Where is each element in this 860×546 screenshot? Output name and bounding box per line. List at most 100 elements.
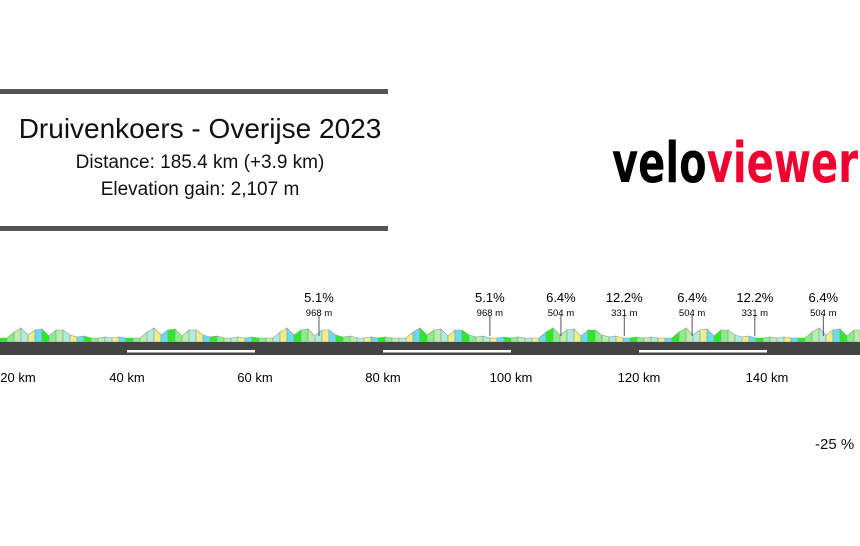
profile-segment [573,328,582,343]
profile-segment [370,336,379,343]
profile-segment [244,336,253,343]
profile-segment [517,336,526,343]
climb-length-label: 504 m [548,308,574,319]
climb-length-label: 331 m [611,308,637,319]
header-top-rule [0,89,388,94]
profile-segment [349,335,358,343]
profile-segment [713,329,722,343]
profile-segment [293,329,302,343]
profile-segment [776,336,785,343]
profile-segment [846,329,855,343]
profile-segment [531,337,540,343]
profile-segment [27,329,36,343]
profile-segment [706,328,715,343]
profile-segment [251,336,260,343]
x-tick-label: 100 km [490,370,533,385]
profile-segment [342,335,351,343]
profile-segment [181,329,190,343]
profile-segment [643,336,652,343]
profile-segment [734,334,743,343]
profile-segment [398,337,407,343]
profile-segment [482,335,491,343]
profile-segment [20,327,29,343]
profile-segment [307,328,316,343]
climb-gradient-label: 12.2% [736,290,773,305]
profile-segment [356,337,365,343]
profile-segment [174,328,183,343]
profile-segment [6,331,15,343]
profile-segment [300,328,309,343]
profile-segment [146,327,155,343]
loop-marker [639,350,767,353]
loop-marker [127,350,255,353]
profile-segment [216,335,225,343]
profile-segment [188,329,197,343]
profile-segment [125,337,134,343]
profile-segment [377,336,386,343]
profile-segment [825,329,834,343]
profile-segment [839,328,848,343]
profile-segment [566,328,575,343]
profile-segment [769,336,778,343]
profile-segment [510,336,519,343]
profile-segment [62,329,71,343]
profile-segment [615,335,624,343]
profile-segment [580,329,589,343]
logo-velo: velo [612,131,707,196]
climb-length-label: 504 m [810,308,836,319]
profile-segment [496,336,505,343]
x-tick-label: 40 km [109,370,144,385]
profile-segment [55,329,64,343]
profile-segment [797,337,806,343]
profile-segment [202,334,211,343]
profile-segment [629,336,638,343]
profile-segment [328,329,337,343]
profile-segment [671,331,680,343]
profile-segment [433,328,442,343]
profile-segment [727,329,736,343]
profile-segment [818,327,827,343]
profile-segment [762,336,771,343]
climb-gradient-label: 5.1% [304,290,334,305]
distance-text: Distance: 185.4 km (+3.9 km) [75,152,325,173]
profile-segment [426,329,435,343]
veloviewer-logo: veloviewer [612,131,858,196]
profile-segment [720,329,729,343]
profile-segment [41,328,50,343]
profile-segment [0,337,8,343]
profile-segment [447,329,456,343]
profile-segment [412,327,421,343]
profile-segment [34,328,43,343]
profile-segment [587,329,596,343]
profile-segment [853,329,860,343]
profile-segment [657,337,666,343]
profile-segment [83,335,92,343]
profile-segment [678,327,687,343]
profile-segment [76,335,85,343]
profile-segment [13,327,22,343]
profile-segment [503,336,512,343]
profile-segment [461,329,470,343]
loop-marker [383,350,511,353]
elevation-gain-text: Elevation gain: 2,107 m [100,179,300,200]
profile-segment [258,337,267,343]
profile-segment [440,328,449,343]
profile-segment [160,329,169,343]
profile-segment [601,334,610,343]
profile-segment [524,337,533,343]
profile-segment [552,327,561,343]
profile-segment [608,335,617,343]
profile-segment [741,335,750,343]
profile-segment [223,337,232,343]
climb-length-label: 968 m [306,308,332,319]
profile-segment [650,336,659,343]
profile-segment [139,331,148,343]
profile-segment [69,334,78,343]
logo-text: veloviewer [612,131,858,196]
profile-segment [363,336,372,343]
x-tick-label: 60 km [237,370,272,385]
profile-segment [153,327,162,343]
climb-gradient-label: 6.4% [808,290,838,305]
profile-segment [132,337,141,343]
profile-segment [832,328,841,343]
